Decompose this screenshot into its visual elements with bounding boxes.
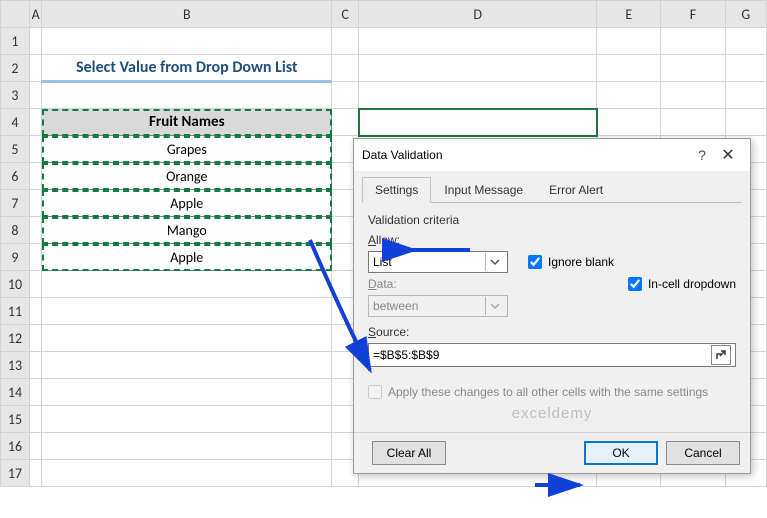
row-header[interactable]: 10	[1, 271, 30, 298]
row-header[interactable]: 5	[1, 136, 30, 163]
data-cell[interactable]: Apple	[42, 244, 332, 271]
allow-label: Allow:	[368, 233, 426, 247]
data-cell[interactable]: Mango	[42, 217, 332, 244]
ignore-blank-checkbox[interactable]: Ignore blank	[528, 255, 614, 269]
watermark: exceldemy	[368, 405, 736, 422]
dialog-body: Validation criteria Allow: List Ignore b…	[354, 203, 750, 432]
col-header-e[interactable]: E	[597, 1, 661, 28]
incell-dropdown-checkbox[interactable]: In-cell dropdown	[628, 277, 736, 291]
row-header[interactable]: 17	[1, 460, 30, 487]
row-header[interactable]: 13	[1, 352, 30, 379]
help-icon[interactable]: ?	[690, 147, 714, 163]
row-header[interactable]: 4	[1, 109, 30, 136]
table-header-cell[interactable]: Fruit Names	[42, 109, 332, 136]
source-input[interactable]	[373, 348, 711, 362]
data-cell[interactable]: Orange	[42, 163, 332, 190]
chevron-down-icon	[485, 253, 503, 271]
row-header[interactable]: 11	[1, 298, 30, 325]
data-cell[interactable]: Grapes	[42, 136, 332, 163]
ok-button[interactable]: OK	[584, 441, 658, 465]
col-header-c[interactable]: C	[332, 1, 359, 28]
data-cell[interactable]: Apple	[42, 190, 332, 217]
clear-all-button[interactable]: Clear All	[372, 441, 446, 465]
row-header[interactable]: 8	[1, 217, 30, 244]
col-header-f[interactable]: F	[661, 1, 725, 28]
close-icon[interactable]: ✕	[714, 145, 742, 165]
row-header[interactable]: 12	[1, 325, 30, 352]
dialog-titlebar[interactable]: Data Validation ? ✕	[354, 139, 750, 171]
active-cell-d4[interactable]	[359, 109, 597, 136]
row-header[interactable]: 16	[1, 433, 30, 460]
row-header[interactable]: 2	[1, 55, 30, 82]
col-header-a[interactable]: A	[29, 1, 41, 28]
title-cell[interactable]: Select Value from Drop Down List	[42, 55, 332, 82]
row-header[interactable]: 1	[1, 28, 30, 55]
corner-cell[interactable]	[1, 1, 30, 28]
criteria-label: Validation criteria	[368, 213, 736, 227]
row-header[interactable]: 14	[1, 379, 30, 406]
col-header-b[interactable]: B	[42, 1, 332, 28]
row-header[interactable]: 15	[1, 406, 30, 433]
row-header[interactable]: 7	[1, 190, 30, 217]
row-header[interactable]: 9	[1, 244, 30, 271]
apply-changes-checkbox: Apply these changes to all other cells w…	[368, 385, 736, 399]
source-label: Source:	[368, 325, 409, 339]
row-header[interactable]: 3	[1, 82, 30, 109]
data-value: between	[373, 299, 418, 313]
chevron-down-icon	[485, 297, 503, 315]
range-picker-icon[interactable]	[711, 345, 731, 365]
col-header-d[interactable]: D	[359, 1, 597, 28]
col-header-g[interactable]: G	[725, 1, 766, 28]
dialog-title: Data Validation	[362, 148, 690, 162]
source-input-wrapper[interactable]	[368, 343, 736, 367]
data-validation-dialog: Data Validation ? ✕ Settings Input Messa…	[353, 138, 751, 474]
cancel-button[interactable]: Cancel	[666, 441, 740, 465]
data-label: Data:	[368, 277, 426, 291]
tab-error-alert[interactable]: Error Alert	[536, 177, 616, 202]
tab-input-message[interactable]: Input Message	[431, 177, 536, 202]
row-header[interactable]: 6	[1, 163, 30, 190]
allow-select[interactable]: List	[368, 251, 508, 273]
dialog-tabs: Settings Input Message Error Alert	[362, 177, 742, 203]
data-select: between	[368, 295, 508, 317]
allow-value: List	[373, 255, 392, 269]
tab-settings[interactable]: Settings	[362, 177, 431, 203]
dialog-buttons: Clear All OK Cancel	[354, 432, 750, 473]
